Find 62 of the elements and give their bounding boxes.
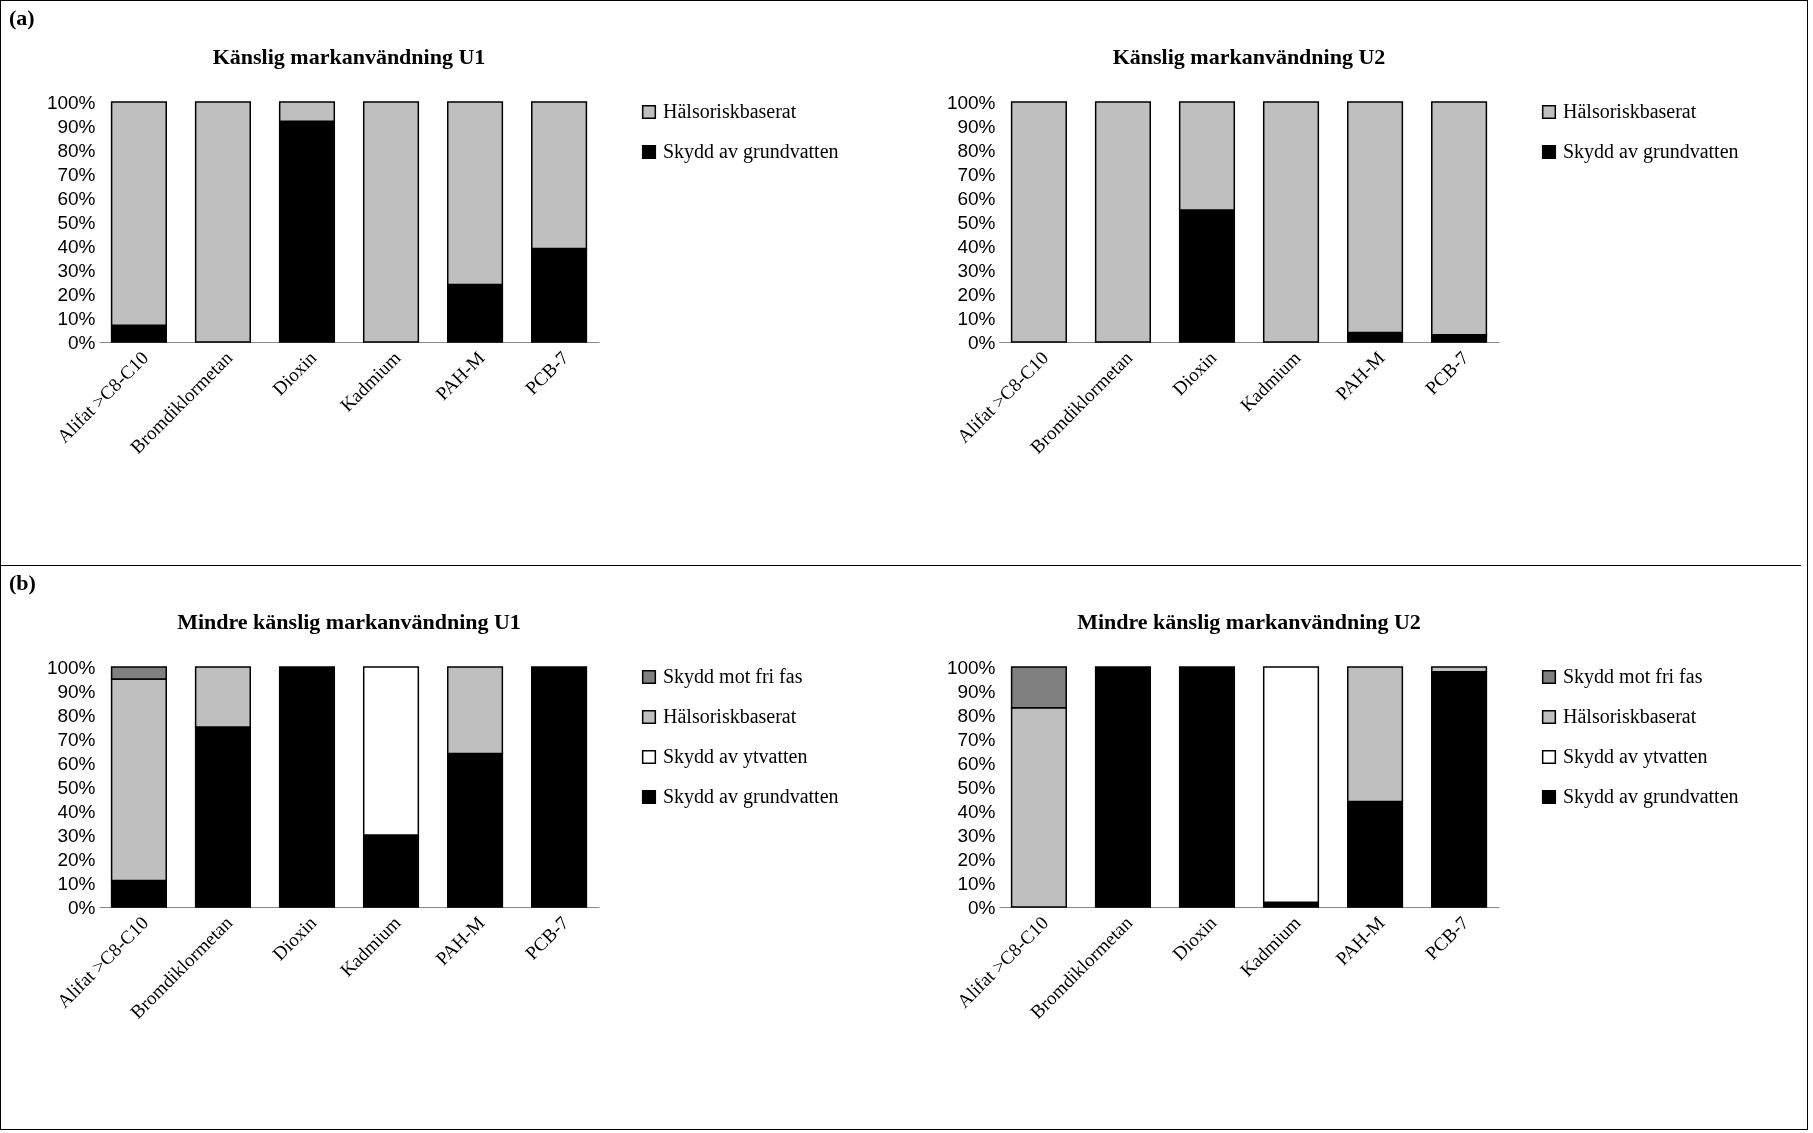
y-tick-label: 10% xyxy=(57,872,96,894)
text: (a) xyxy=(9,5,35,31)
y-tick-label: 100% xyxy=(946,656,996,678)
y-tick-label: 70% xyxy=(57,728,96,750)
y-tick-label: 40% xyxy=(57,800,96,822)
y-tick-label: 40% xyxy=(957,235,996,257)
y-tick-label: 70% xyxy=(957,728,996,750)
y-tick-label: 10% xyxy=(957,872,996,894)
y-tick-label: 80% xyxy=(957,704,996,726)
y-tick-label: 10% xyxy=(957,307,996,329)
y-tick-label: 70% xyxy=(957,163,996,185)
legend-label: Hälsoriskbaserat xyxy=(663,705,797,727)
legend-label: Skydd mot fri fas xyxy=(663,665,803,688)
legend-label: Skydd av ytvatten xyxy=(1563,745,1708,768)
y-tick-label: 40% xyxy=(957,800,996,822)
y-tick-label: 30% xyxy=(57,259,96,281)
legend-label: Skydd av grundvatten xyxy=(1563,785,1739,808)
y-tick-label: 30% xyxy=(957,824,996,846)
legend-label: Skydd av grundvatten xyxy=(663,785,839,808)
legend-label: Hälsoriskbaserat xyxy=(1563,705,1697,727)
chart-title: Mindre känslig markanvändning U2 xyxy=(1077,609,1421,634)
y-tick-label: 60% xyxy=(57,752,96,774)
y-tick-label: 50% xyxy=(57,776,96,798)
y-tick-label: 50% xyxy=(957,776,996,798)
y-tick-label: 0% xyxy=(968,896,996,918)
y-tick-label: 90% xyxy=(57,115,96,137)
legend-label: Hälsoriskbaserat xyxy=(1563,100,1697,122)
y-tick-label: 100% xyxy=(946,91,996,113)
chart-title: Känslig markanvändning U2 xyxy=(1112,44,1386,69)
y-tick-label: 0% xyxy=(68,896,96,918)
y-tick-label: 100% xyxy=(46,91,96,113)
y-tick-label: 20% xyxy=(957,848,996,870)
y-tick-label: 20% xyxy=(957,283,996,305)
y-tick-label: 0% xyxy=(68,331,96,353)
y-tick-label: 70% xyxy=(57,163,96,185)
y-tick-label: 80% xyxy=(57,139,96,161)
y-tick-label: 20% xyxy=(57,848,96,870)
y-tick-label: 0% xyxy=(968,331,996,353)
y-tick-label: 60% xyxy=(957,752,996,774)
y-tick-label: 20% xyxy=(57,283,96,305)
y-tick-label: 90% xyxy=(957,680,996,702)
legend-label: Skydd av grundvatten xyxy=(663,140,839,163)
legend-label: Skydd mot fri fas xyxy=(1563,665,1703,688)
y-tick-label: 60% xyxy=(957,187,996,209)
y-tick-label: 30% xyxy=(57,824,96,846)
y-tick-label: 60% xyxy=(57,187,96,209)
y-tick-label: 90% xyxy=(57,680,96,702)
y-tick-label: 30% xyxy=(957,259,996,281)
chart-title: Känslig markanvändning U1 xyxy=(212,44,486,69)
legend-label: Skydd av grundvatten xyxy=(1563,140,1739,163)
y-tick-label: 80% xyxy=(957,139,996,161)
y-tick-label: 50% xyxy=(957,211,996,233)
legend-label: Skydd av ytvatten xyxy=(663,745,808,768)
text: (b) xyxy=(9,570,36,596)
y-tick-label: 50% xyxy=(57,211,96,233)
y-tick-label: 80% xyxy=(57,704,96,726)
y-tick-label: 10% xyxy=(57,307,96,329)
y-tick-label: 90% xyxy=(957,115,996,137)
chart-title: Mindre känslig markanvändning U1 xyxy=(177,609,521,634)
y-tick-label: 40% xyxy=(57,235,96,257)
legend-label: Hälsoriskbaserat xyxy=(663,100,797,122)
y-tick-label: 100% xyxy=(46,656,96,678)
